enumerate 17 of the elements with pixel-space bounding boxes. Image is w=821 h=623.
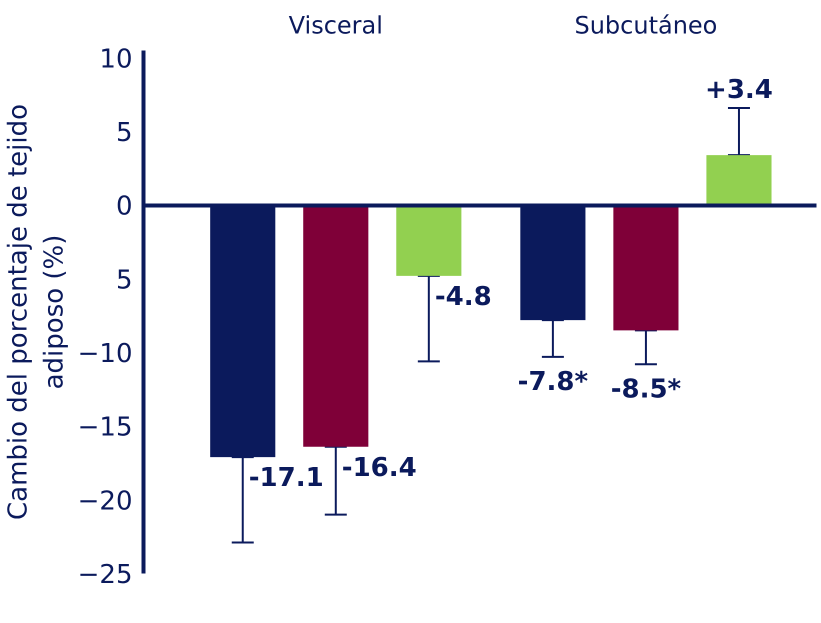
data-label: -16.4: [342, 452, 417, 483]
y-tick-label: 10: [99, 44, 133, 74]
data-label: +3.4: [705, 74, 773, 105]
data-label: -4.8: [434, 282, 492, 312]
y-tick-label: 0: [116, 192, 133, 222]
data-label: -7.8*: [518, 366, 589, 397]
y-tick-label: 5: [116, 265, 133, 296]
data-label: -17.1: [248, 463, 324, 494]
y-tick-label: −20: [78, 486, 133, 516]
x-tick-label: Subcutáneo: [574, 12, 718, 40]
y-axis-title: Cambio del porcentaje de tejido adiposo (%): [4, 104, 70, 520]
y-tick-label: 5: [116, 118, 133, 148]
y-tick-label: −10: [78, 339, 133, 370]
x-tick-label: Visceral: [288, 12, 383, 40]
y-tick-label: −25: [78, 560, 133, 590]
y-tick-label: −15: [78, 412, 133, 443]
data-label: -8.5*: [610, 374, 682, 404]
